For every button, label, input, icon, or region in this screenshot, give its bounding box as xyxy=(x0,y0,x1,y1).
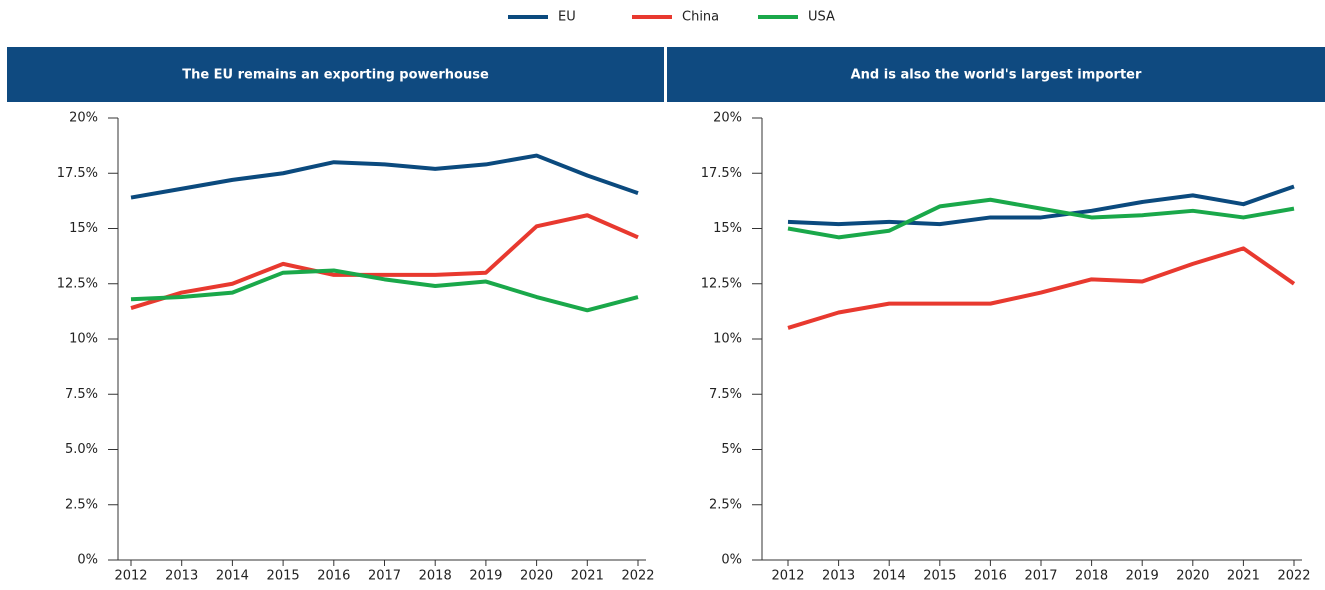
line-series xyxy=(130,268,639,313)
y-tick-label: 7.5% xyxy=(65,387,98,402)
panel-header xyxy=(667,47,1325,102)
x-tick-label: 2016 xyxy=(317,569,350,584)
x-tick-label: 2018 xyxy=(419,569,452,584)
panel-header xyxy=(7,47,664,102)
line-series xyxy=(787,246,1296,330)
y-tick-label: 17.5% xyxy=(701,166,742,181)
x-tick-label: 2014 xyxy=(216,569,249,584)
y-tick-label: 2.5% xyxy=(709,497,742,512)
legend-label: EU xyxy=(558,10,576,25)
x-tick-label: 2013 xyxy=(165,569,198,584)
line-series xyxy=(130,213,639,310)
panel-title: The EU remains an exporting powerhouse xyxy=(182,68,489,83)
x-tick-label: 2022 xyxy=(1277,569,1310,584)
y-tick-label: 15% xyxy=(713,221,742,236)
y-tick-label: 5% xyxy=(721,442,742,457)
x-tick-label: 2012 xyxy=(114,569,147,584)
line-series xyxy=(787,197,1295,240)
x-tick-label: 2015 xyxy=(923,569,956,584)
x-tick-label: 2016 xyxy=(974,569,1007,584)
y-tick-label: 5.0% xyxy=(65,442,98,457)
x-tick-label: 2017 xyxy=(368,569,401,584)
panel-title: And is also the world's largest importer xyxy=(851,68,1142,83)
x-tick-label: 2022 xyxy=(621,569,654,584)
x-tick-label: 2017 xyxy=(1024,569,1057,584)
y-tick-label: 2.5% xyxy=(65,497,98,512)
x-tick-label: 2020 xyxy=(1176,569,1209,584)
y-tick-label: 20% xyxy=(69,111,98,126)
x-tick-label: 2012 xyxy=(771,569,804,584)
y-tick-label: 10% xyxy=(713,332,742,347)
y-tick-label: 0% xyxy=(721,553,742,568)
x-tick-label: 2018 xyxy=(1075,569,1108,584)
x-tick-label: 2021 xyxy=(571,569,604,584)
y-tick-label: 17.5% xyxy=(57,166,98,181)
x-tick-label: 2021 xyxy=(1227,569,1260,584)
y-tick-label: 12.5% xyxy=(57,276,98,291)
y-tick-label: 10% xyxy=(69,332,98,347)
legend-label: USA xyxy=(808,10,835,25)
line-series xyxy=(130,153,639,200)
x-tick-label: 2014 xyxy=(873,569,906,584)
x-tick-label: 2020 xyxy=(520,569,553,584)
legend-label: China xyxy=(682,10,719,25)
x-tick-label: 2019 xyxy=(1126,569,1159,584)
x-tick-label: 2019 xyxy=(469,569,502,584)
line-series xyxy=(787,184,1295,227)
y-tick-label: 20% xyxy=(713,111,742,126)
x-tick-label: 2015 xyxy=(267,569,300,584)
x-tick-label: 2013 xyxy=(822,569,855,584)
y-tick-label: 7.5% xyxy=(709,387,742,402)
y-tick-label: 0% xyxy=(77,553,98,568)
y-tick-label: 12.5% xyxy=(701,276,742,291)
y-tick-label: 15% xyxy=(69,221,98,236)
